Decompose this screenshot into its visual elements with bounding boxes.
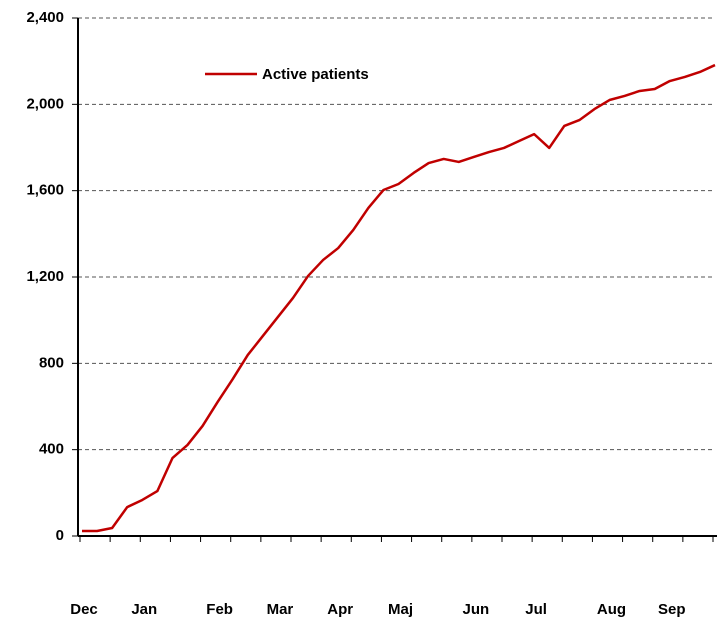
x-tick-label: Feb — [206, 601, 233, 618]
x-tick-label: Aug — [597, 601, 626, 618]
x-tick-label: Dec — [70, 601, 98, 618]
y-tick-label: 1,600 — [26, 182, 64, 199]
y-tick-label: 800 — [39, 354, 64, 371]
y-tick-label: 400 — [39, 441, 64, 458]
y-tick-label: 1,200 — [26, 268, 64, 285]
data-line — [82, 63, 716, 533]
x-tick-label: Maj — [388, 601, 413, 618]
x-tick-label: Sep — [658, 601, 686, 618]
x-tick-label: Jun — [463, 601, 490, 618]
y-tick-label: 2,000 — [26, 95, 64, 112]
x-tick-label: Apr — [327, 601, 353, 618]
x-tick-label: Jul — [525, 601, 547, 618]
x-tick-label: Mar — [267, 601, 294, 618]
y-tick-label: 0 — [56, 527, 64, 544]
x-tick-label: Jan — [131, 601, 157, 618]
legend-label: Active patients — [262, 66, 369, 83]
y-tick-label: 2,400 — [26, 9, 64, 26]
